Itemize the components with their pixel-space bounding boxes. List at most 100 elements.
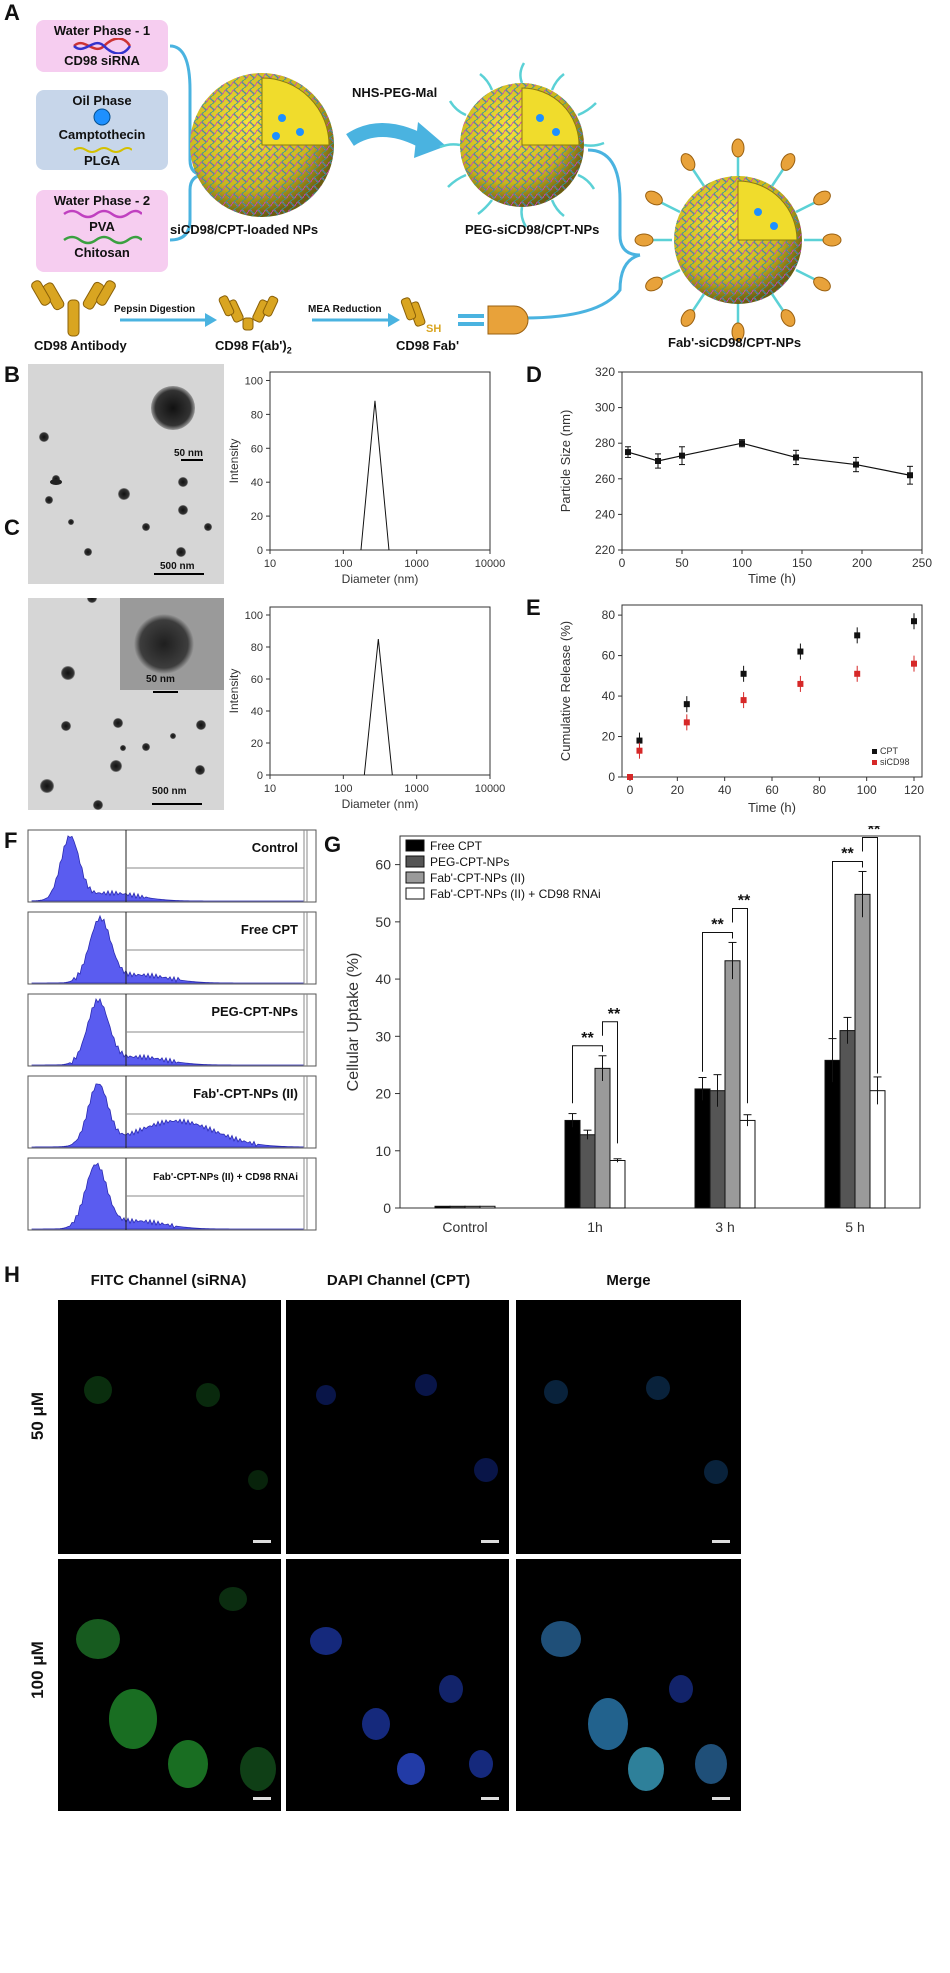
chart-e-x-tick-label: 100 xyxy=(857,783,877,797)
chart-g-sig-bracket xyxy=(732,907,748,1104)
dls-y-tick-label: 20 xyxy=(251,738,263,750)
fab-label: CD98 Fab' xyxy=(396,338,460,353)
micro-dapi-50-signal xyxy=(316,1374,499,1543)
chart-e-y-tick-label: 0 xyxy=(608,770,615,784)
dls-chart-b: 0 20 40 60 80 100 10 100 1000 10000 Diameter (nm) I… xyxy=(227,371,506,586)
chart-g-sig-label: ** xyxy=(841,845,854,862)
dls-x-tick-label: 10 xyxy=(264,783,276,795)
np1-label: siCD98/CPT-loaded NPs xyxy=(170,222,319,237)
chart-e-point-sicd98 xyxy=(854,670,861,677)
dls-x-tick-label: 10000 xyxy=(475,558,506,570)
dls-chart-c: 0 20 40 60 80 100 10 100 1000 10000 Diameter (nm) I… xyxy=(227,606,506,811)
chart-g-sig-label: ** xyxy=(711,916,724,933)
micro-col-fitc: FITC Channel (siRNA) xyxy=(90,1272,247,1289)
plga-wave-icon xyxy=(73,147,133,153)
chart-g-legend-label: Fab'-CPT-NPs (II) + CD98 RNAi xyxy=(430,887,601,901)
camptothecin-sphere-icon xyxy=(93,108,111,126)
fab2-label: CD98 F(ab')2 xyxy=(215,338,292,356)
chart-d-frame xyxy=(621,371,923,551)
chart-e-y-tick-label: 20 xyxy=(602,730,616,744)
dls-x-tick-label: 1000 xyxy=(404,558,428,570)
chart-g-sig-bracket xyxy=(862,836,878,1074)
chart-g-bar xyxy=(449,1205,466,1209)
micro-dapi-50 xyxy=(286,1300,509,1554)
chart-e-point-sicd98 xyxy=(683,719,690,726)
chart-e-x-tick-label: 120 xyxy=(904,783,924,797)
flow-histogram-fill xyxy=(31,914,304,984)
water-phase-2-item-1: PVA xyxy=(89,219,115,234)
chart-g-y-axis-label: Cellular Uptake (%) xyxy=(345,953,362,1092)
flow-histogram-frame xyxy=(27,1157,317,1231)
micro-merge-100-signal xyxy=(541,1621,730,1800)
water-phase-2-item-2: Chitosan xyxy=(74,245,130,260)
dls-x-tick-label: 10000 xyxy=(475,783,506,795)
dls-axes-frame xyxy=(269,371,491,551)
chart-g-x-tick-label: 5 h xyxy=(845,1219,864,1235)
micro-dapi-100 xyxy=(286,1559,509,1811)
micro-row-50: 50 μM xyxy=(28,1391,47,1441)
oil-phase-item-1: Camptothecin xyxy=(58,127,146,142)
chart-e-point-sicd98 xyxy=(627,774,633,780)
tem-c-main-scale: 500 nm xyxy=(152,786,187,797)
dls-y-tick-label: 80 xyxy=(251,409,263,421)
chart-g-bar xyxy=(564,1119,581,1209)
chart-d-point xyxy=(655,458,661,464)
panel-label-h: H xyxy=(4,1262,20,1287)
chart-d-particle-size: 220 240 260 280 300 320 0 50 100 150 200 250 Time (h… xyxy=(558,365,932,586)
flow-histogram-fill xyxy=(31,1083,305,1148)
chart-g-bar xyxy=(709,1090,726,1209)
np-peg-siCD98-cpt xyxy=(460,83,584,207)
chart-g-frame xyxy=(399,835,921,1209)
chart-e-point-cpt xyxy=(740,670,747,677)
dls-y-axis-label: Intensity xyxy=(227,669,241,714)
panel-label-a: A xyxy=(4,0,20,25)
chart-g-legend-swatch xyxy=(405,871,425,884)
chart-g-legend-label: PEG-CPT-NPs xyxy=(430,855,509,869)
chart-g-bar xyxy=(724,960,741,1209)
chart-e-x-tick-label: 60 xyxy=(765,783,779,797)
chart-e-x-tick-label: 40 xyxy=(718,783,732,797)
dls-y-tick-label: 20 xyxy=(251,511,263,523)
dls-y-tick-label: 80 xyxy=(251,642,263,654)
step1-label: Pepsin Digestion xyxy=(114,304,196,315)
fab-ligands xyxy=(634,138,842,342)
flow-row-label: Fab'-CPT-NPs (II) xyxy=(193,1086,298,1101)
arrow-peg-step xyxy=(346,123,424,147)
chart-g-bar xyxy=(579,1134,596,1209)
dls-y-tick-label: 0 xyxy=(257,770,263,782)
panel-label-c: C xyxy=(4,515,20,540)
chart-g-legend-swatch xyxy=(405,839,425,852)
chart-e-y-tick-label: 40 xyxy=(602,689,616,703)
chart-e-y-tick-label: 60 xyxy=(602,649,616,663)
dls-y-axis-label: Intensity xyxy=(227,439,241,484)
tem-image-c: 50 nm 500 nm xyxy=(28,593,224,810)
oil-phase-title: Oil Phase xyxy=(72,93,132,108)
flow-histogram-frame xyxy=(27,911,317,985)
water-phase-1-title: Water Phase - 1 xyxy=(53,23,151,38)
chart-d-x-tick-label: 150 xyxy=(792,556,812,570)
chart-g-y-tick-label: 10 xyxy=(375,1143,391,1159)
dls-x-axis-label: Diameter (nm) xyxy=(342,572,419,586)
pva-wave-icon xyxy=(63,209,143,219)
micro-col-dapi: DAPI Channel (CPT) xyxy=(326,1272,471,1289)
chart-d-y-tick-label: 320 xyxy=(595,365,615,379)
micro-fitc-50-signal xyxy=(84,1376,271,1543)
np-siCD98-cpt-loaded xyxy=(190,73,334,217)
micro-fitc-50 xyxy=(58,1300,281,1554)
chart-g-sig-label: ** xyxy=(608,1006,621,1023)
chart-e-legend-label: CPT xyxy=(880,746,899,756)
chart-d-y-tick-label: 240 xyxy=(595,507,615,521)
chart-g-cellular-uptake: 0 10 20 30 40 50 60 Cellular Uptake (%) Control 1… xyxy=(345,826,921,1235)
chart-e-y-axis-label: Cumulative Release (%) xyxy=(558,621,573,761)
schematic-diagram: SH xyxy=(31,44,842,342)
chart-g-sig-bracket xyxy=(832,860,863,1044)
tem-b-main-scale: 500 nm xyxy=(160,561,195,572)
chart-g-x-tick-label: Control xyxy=(442,1219,487,1235)
chart-d-y-axis-label: Particle Size (nm) xyxy=(558,410,573,513)
chart-g-sig-bracket xyxy=(702,931,733,1072)
chart-d-x-axis-label: Time (h) xyxy=(748,571,796,586)
chart-d-point xyxy=(739,440,745,447)
chart-e-point-cpt xyxy=(683,701,690,708)
chart-g-y-tick-label: 30 xyxy=(375,1028,391,1044)
chart-d-point xyxy=(679,452,685,459)
